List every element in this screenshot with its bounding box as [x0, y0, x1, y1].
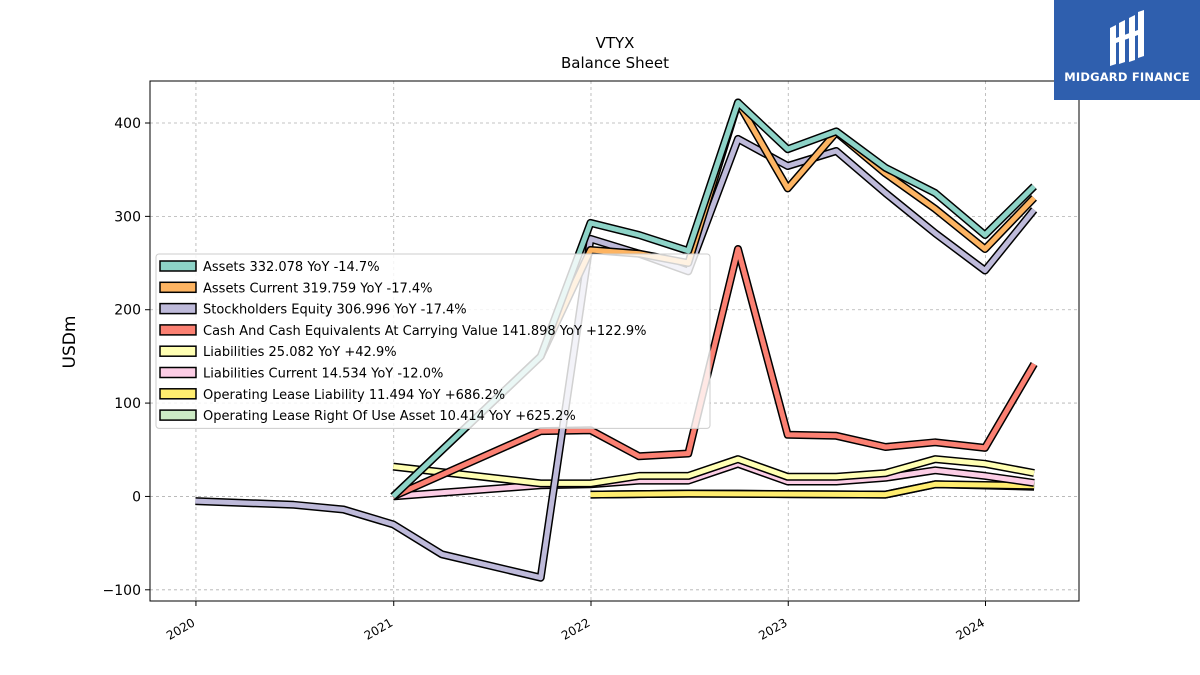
legend-label: Operating Lease Liability 11.494 YoY +68…: [203, 388, 505, 403]
legend-box: [155, 253, 711, 429]
legend-label: Assets Current 319.759 YoY -17.4%: [203, 281, 433, 296]
legend-label: Liabilities 25.082 YoY +42.9%: [203, 345, 397, 360]
legend-swatch: [159, 260, 197, 272]
y-tick-label: 0: [132, 489, 141, 505]
legend-swatch: [159, 366, 197, 379]
x-tick-label: 2020: [164, 615, 197, 642]
legend-label: Operating Lease Right Of Use Asset 10.41…: [203, 409, 576, 424]
brand-name: MIDGARD FINANCE: [1064, 70, 1190, 84]
y-tick-label: −100: [103, 583, 141, 599]
y-axis-label: USDm: [60, 316, 80, 369]
y-tick-label: 400: [114, 116, 141, 132]
series-line-fill: [392, 246, 1037, 499]
x-tick-label: 2022: [559, 615, 592, 642]
series-line-fill: [391, 100, 1036, 499]
legend-swatch: [159, 302, 197, 315]
legend-label: Stockholders Equity 306.996 YoY -17.4%: [203, 303, 467, 318]
legend-label: Assets 332.078 YoY -14.7%: [203, 260, 380, 275]
brand-logo: MIDGARD FINANCE: [1054, 0, 1200, 100]
series-line: [391, 245, 1038, 501]
chart-subtitle: Balance Sheet: [561, 54, 669, 72]
legend-swatch: [159, 388, 197, 400]
legend-swatch: [159, 281, 197, 294]
legend-label: Liabilities Current 14.534 YoY -12.0%: [203, 367, 443, 382]
plot-frame: [149, 80, 1080, 602]
series-line-fill: [590, 481, 1035, 498]
legend-swatch: [159, 345, 197, 357]
series-lines: [195, 98, 1038, 582]
x-tick-label: 2023: [756, 615, 789, 642]
series-line: [590, 480, 1035, 499]
y-tick-label: 200: [114, 303, 141, 319]
x-tick-label: 2021: [362, 615, 395, 642]
series-line-fill: [392, 456, 1035, 486]
series-line: [392, 455, 1035, 488]
chart-title: VTYX: [596, 34, 635, 52]
series-line: [390, 98, 1037, 500]
legend-label: Cash And Cash Equivalents At Carrying Va…: [203, 324, 646, 339]
y-tick-label: 100: [114, 396, 141, 412]
x-tick-label: 2024: [954, 615, 987, 642]
legend-swatch: [159, 324, 197, 336]
legend-swatch: [159, 409, 197, 421]
legend: Assets 332.078 YoY -14.7% Assets Current …: [155, 253, 711, 429]
midgard-m-monogram-icon: [1110, 10, 1144, 66]
y-tick-label: 300: [114, 209, 141, 225]
